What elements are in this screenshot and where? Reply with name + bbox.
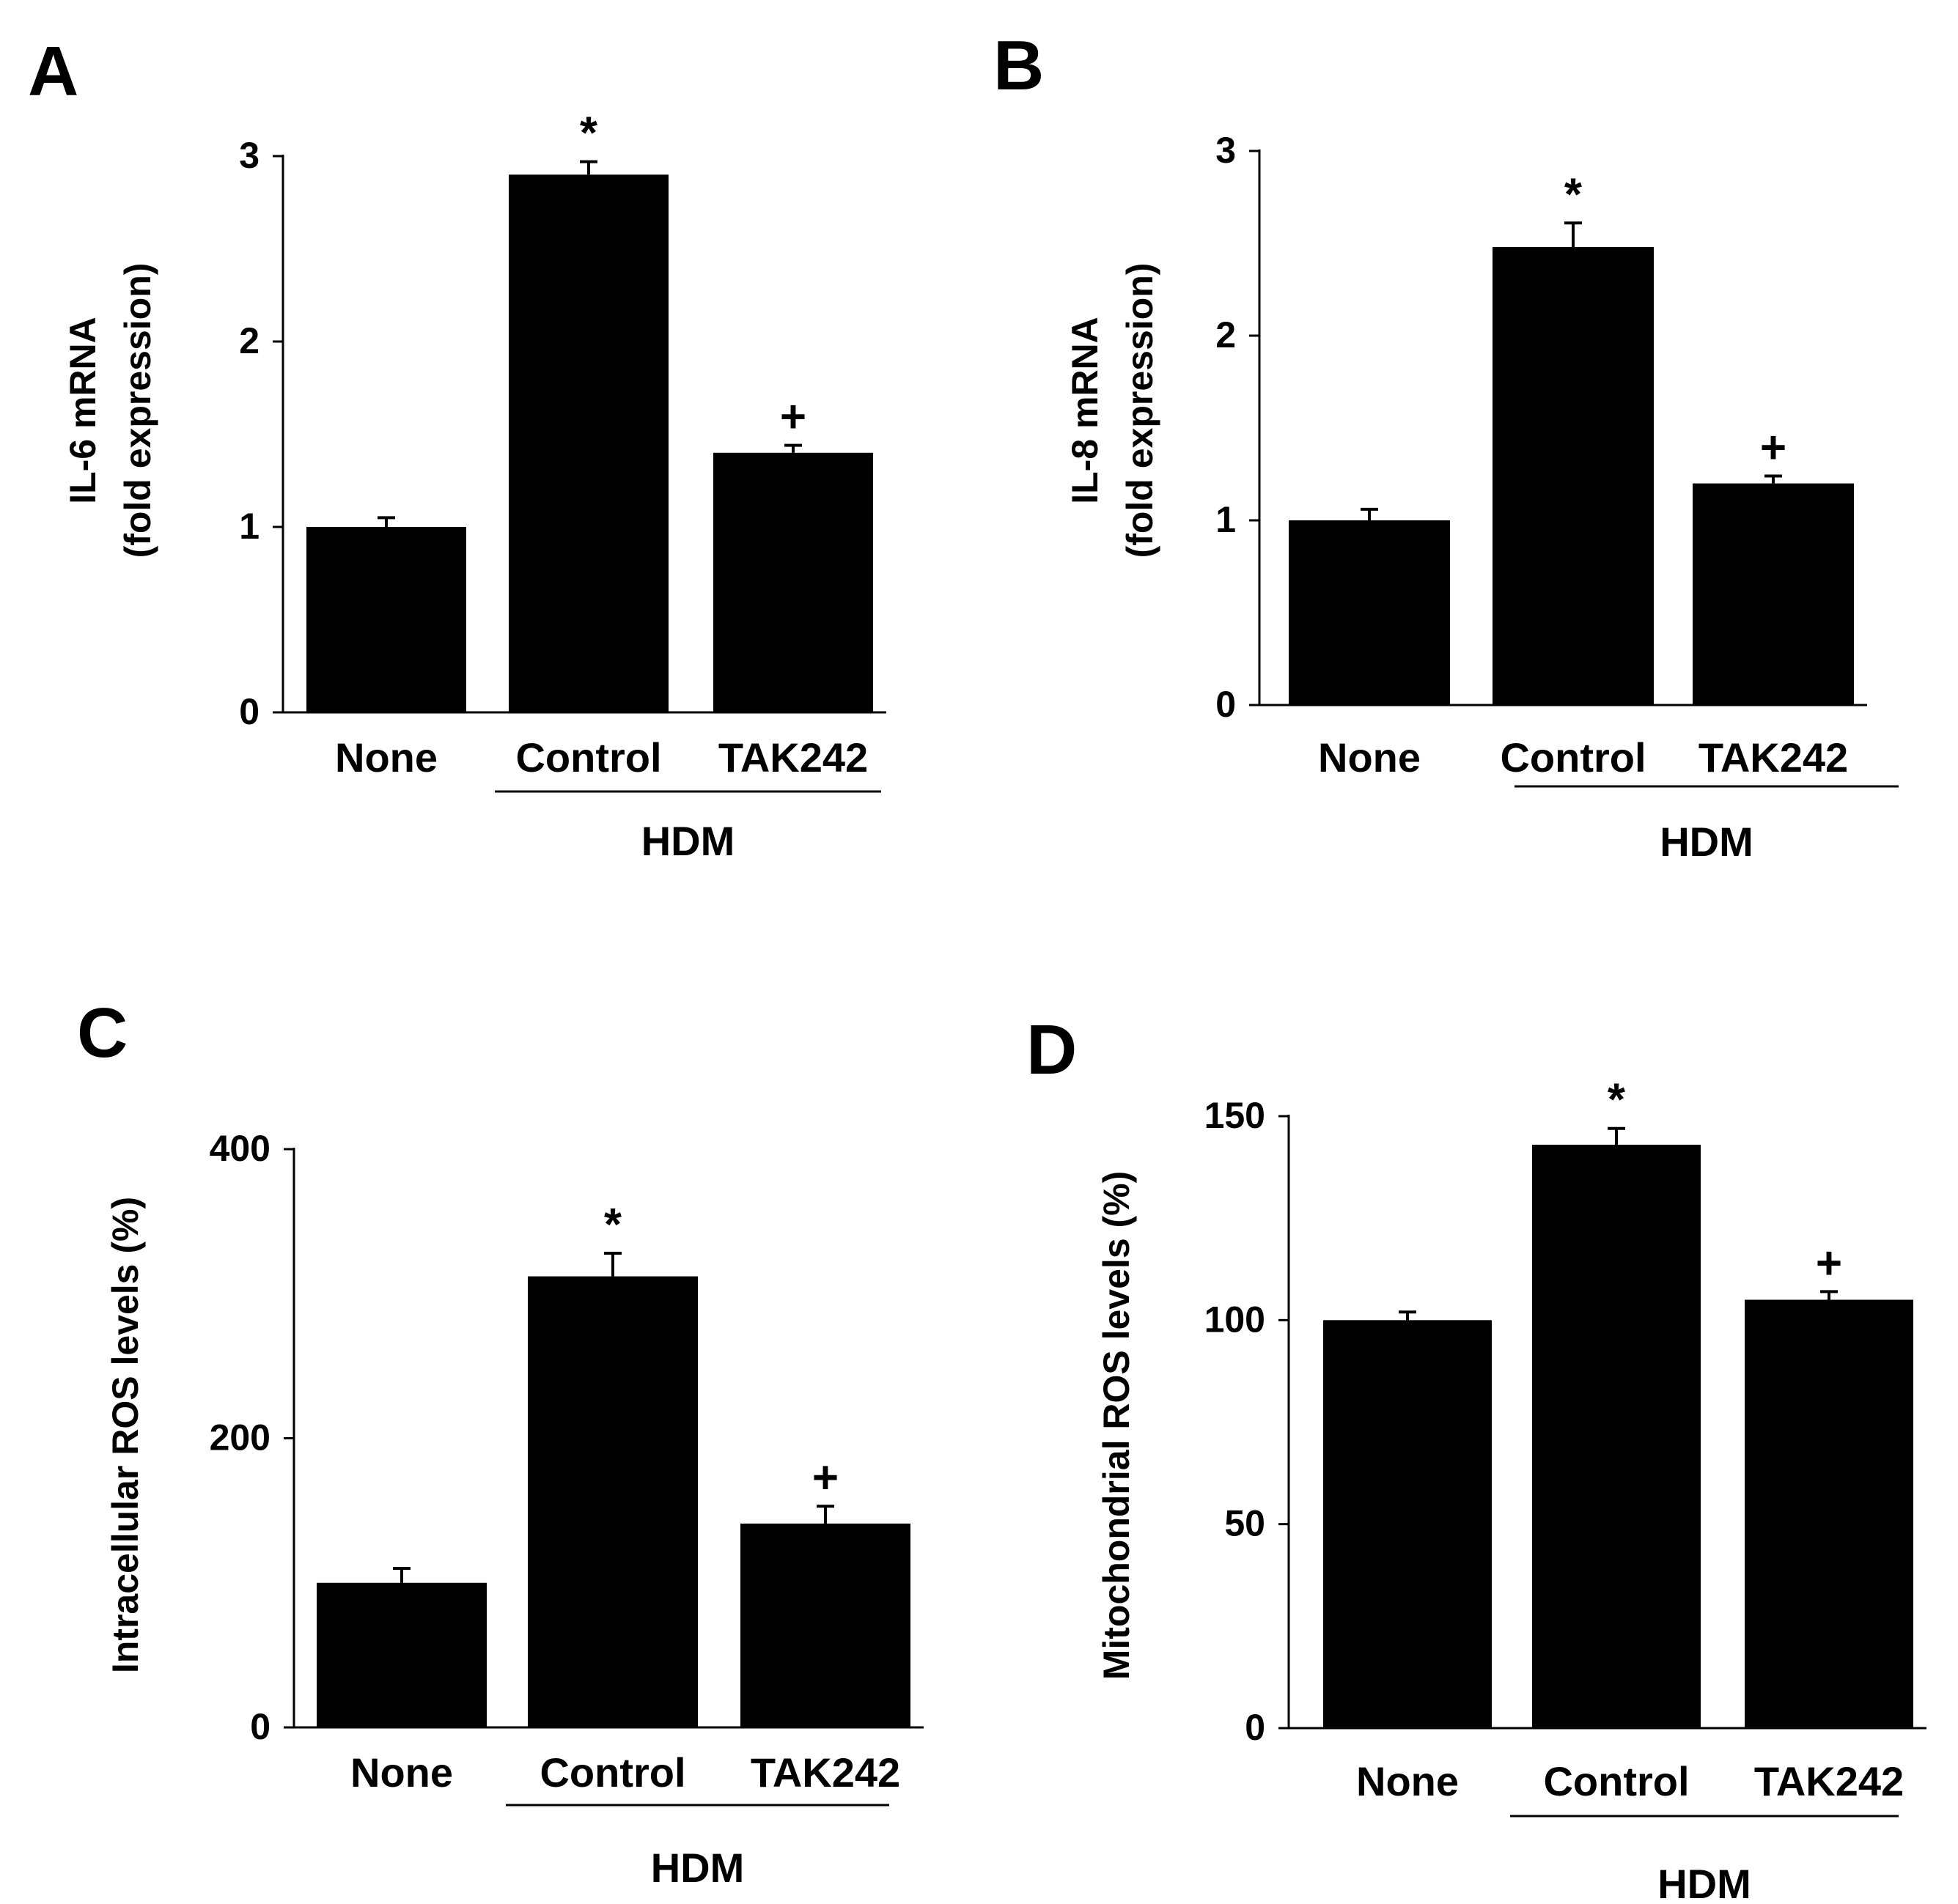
significance-mark: + <box>1816 1238 1842 1288</box>
y-tick-label: 2 <box>1215 314 1236 355</box>
y-axis-title: Mitochondrial ROS levels (%) <box>1096 1171 1137 1680</box>
y-tick-label: 0 <box>1245 1707 1265 1748</box>
chart-panel-c: C 0 200 400 Intracellular ROS levels (%) None… <box>77 994 924 1891</box>
y-tick-label: 400 <box>210 1128 270 1169</box>
significance-mark: * <box>1608 1075 1626 1126</box>
panel-label: A <box>28 32 78 111</box>
bar-none <box>1289 520 1450 705</box>
bar-control <box>528 1276 698 1727</box>
chart-panel-a: A 0 1 2 3 IL-6 mRNA (fold expression) None * Cont… <box>28 32 886 864</box>
category-label: Control <box>540 1749 685 1796</box>
y-tick-label: 0 <box>239 691 260 732</box>
significance-mark: + <box>780 392 806 443</box>
panel-label: C <box>77 994 128 1072</box>
y-tick-label: 50 <box>1224 1503 1265 1544</box>
y-tick-label: 0 <box>250 1706 270 1747</box>
bar-none <box>317 1582 487 1727</box>
group-label: HDM <box>651 1845 745 1891</box>
group-label: HDM <box>641 818 735 864</box>
y-axis-title: IL-8 mRNA <box>1064 317 1105 504</box>
bar-tak242 <box>1693 483 1854 705</box>
category-label: Control <box>1500 734 1646 781</box>
category-label: TAK242 <box>718 734 868 781</box>
bar-tak242 <box>1745 1299 1913 1728</box>
category-label: TAK242 <box>1754 1758 1904 1804</box>
bar-control <box>1532 1144 1701 1728</box>
y-tick-label: 150 <box>1204 1095 1265 1136</box>
bar-none <box>1323 1320 1492 1728</box>
significance-mark: * <box>604 1200 622 1250</box>
category-label: Control <box>1543 1758 1689 1804</box>
chart-panel-b: B 0 1 2 3 IL-8 mRNA (fold expression) None * Cont… <box>993 26 1899 865</box>
y-axis-title: (fold expression) <box>1119 263 1160 558</box>
y-axis-title: Intracellular ROS levels (%) <box>105 1197 146 1673</box>
group-label: HDM <box>1660 819 1753 865</box>
category-label: None <box>335 734 438 781</box>
category-label: TAK242 <box>751 1749 900 1796</box>
y-axis-title: (fold expression) <box>117 263 158 558</box>
significance-mark: + <box>812 1453 839 1503</box>
category-label: None <box>1318 734 1421 781</box>
y-tick-label: 3 <box>1215 130 1236 171</box>
y-tick-label: 3 <box>239 135 260 176</box>
y-tick-label: 1 <box>239 506 260 547</box>
category-label: Control <box>515 734 661 781</box>
y-tick-label: 200 <box>210 1417 270 1458</box>
significance-mark: * <box>580 108 598 159</box>
panel-label: D <box>1026 1011 1077 1089</box>
category-label: TAK242 <box>1698 734 1848 781</box>
bar-tak242 <box>740 1523 910 1727</box>
bar-tak242 <box>713 452 873 712</box>
chart-panel-d: D 0 50 100 150 Mitochondrial ROS levels (%) No… <box>1026 1011 1926 1904</box>
group-label: HDM <box>1657 1861 1751 1904</box>
y-tick-label: 1 <box>1215 499 1236 540</box>
y-tick-label: 100 <box>1204 1299 1265 1340</box>
bar-control <box>1493 247 1654 705</box>
category-label: None <box>1356 1758 1459 1804</box>
bar-none <box>306 527 466 712</box>
y-tick-label: 2 <box>239 320 260 361</box>
y-tick-label: 0 <box>1215 684 1236 725</box>
category-label: None <box>350 1749 453 1796</box>
bar-control <box>509 174 669 713</box>
significance-mark: * <box>1564 169 1583 220</box>
y-axis-title: IL-6 mRNA <box>62 317 103 504</box>
significance-mark: + <box>1760 423 1786 473</box>
panel-label: B <box>993 26 1044 105</box>
